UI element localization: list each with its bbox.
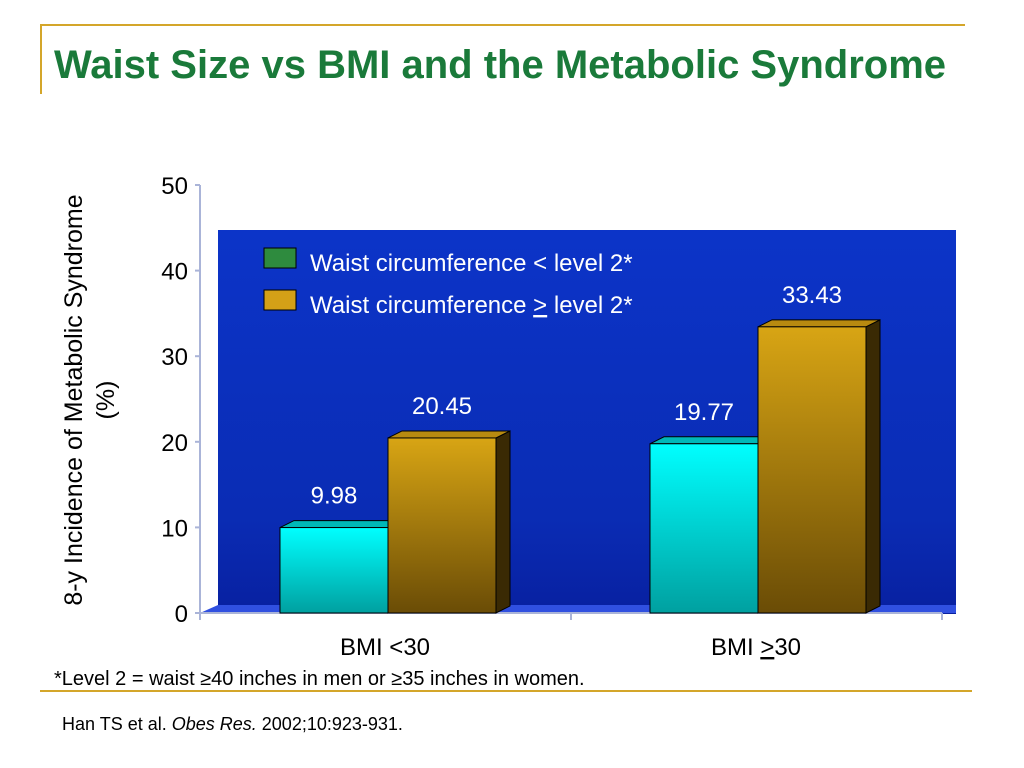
bar-side bbox=[865, 319, 881, 614]
top-rule bbox=[40, 24, 965, 26]
x-category-label: BMI <30 bbox=[340, 634, 430, 661]
footnote: *Level 2 = waist ≥40 inches in men or ≥3… bbox=[54, 668, 585, 690]
y-tick-label: 50 bbox=[161, 173, 188, 200]
bar bbox=[757, 326, 867, 614]
bar bbox=[279, 527, 389, 614]
legend-swatch bbox=[263, 247, 297, 269]
legend-entry: Waist circumference > level 2* bbox=[310, 292, 633, 319]
left-rule bbox=[40, 24, 42, 94]
y-tick-label: 10 bbox=[161, 515, 188, 542]
bar-top bbox=[387, 430, 511, 439]
legend-entry: Waist circumference < level 2* bbox=[310, 250, 633, 277]
x-category-label: BMI >30 bbox=[711, 634, 801, 661]
citation-journal: Obes Res. bbox=[171, 714, 257, 734]
bar bbox=[649, 443, 759, 614]
y-tick-label: 20 bbox=[161, 430, 188, 457]
bottom-rule bbox=[40, 690, 972, 692]
legend-swatch bbox=[263, 289, 297, 311]
y-tick-label: 40 bbox=[161, 259, 188, 286]
y-tick-label: 30 bbox=[161, 344, 188, 371]
bar-top bbox=[757, 319, 881, 328]
bar-data-label: 9.98 bbox=[311, 483, 358, 510]
bar-data-label: 20.45 bbox=[412, 393, 472, 420]
bar-top bbox=[649, 436, 773, 445]
y-tick-label: 0 bbox=[175, 601, 188, 628]
citation-authors: Han TS et al. bbox=[62, 714, 172, 734]
bar bbox=[387, 437, 497, 614]
bar-data-label: 19.77 bbox=[674, 399, 734, 426]
bar-top bbox=[279, 520, 403, 529]
citation: Han TS et al. Obes Res. 2002;10:923-931. bbox=[62, 714, 403, 735]
bar-data-label: 33.43 bbox=[782, 282, 842, 309]
bar-side bbox=[495, 430, 511, 614]
slide-title: Waist Size vs BMI and the Metabolic Synd… bbox=[54, 43, 947, 87]
citation-details: 2002;10:923-931. bbox=[256, 714, 403, 734]
